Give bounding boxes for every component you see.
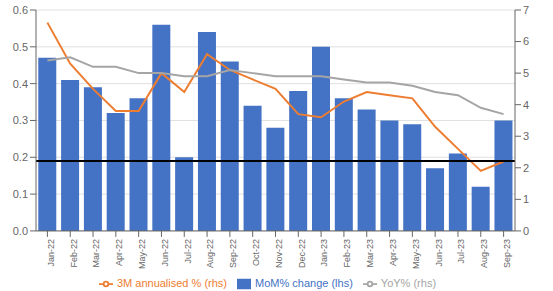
svg-text:Sep-22: Sep-22	[228, 239, 238, 268]
svg-text:7: 7	[523, 4, 529, 16]
svg-text:5: 5	[523, 67, 529, 79]
svg-text:3: 3	[523, 130, 529, 142]
html-text:MoM% change (lhs): MoM% change (lhs)	[255, 276, 353, 289]
svg-text:May-23: May-23	[411, 239, 421, 269]
svg-text:Jan-23: Jan-23	[320, 239, 330, 267]
svg-text:Jul-23: Jul-23	[456, 239, 466, 264]
svg-text:Nov-22: Nov-22	[274, 239, 284, 268]
svg-text:0.1: 0.1	[13, 188, 28, 200]
html-text:YoY% (rhs): YoY% (rhs)	[380, 276, 437, 289]
svg-text:May-22: May-22	[137, 239, 147, 269]
svg-text:Apr-22: Apr-22	[114, 239, 124, 266]
svg-text:Jun-23: Jun-23	[434, 239, 444, 267]
svg-text:Feb-22: Feb-22	[69, 239, 79, 268]
svg-text:Aug-22: Aug-22	[205, 239, 215, 268]
svg-text:Mar-23: Mar-23	[365, 239, 375, 268]
svg-text:Mar-22: Mar-22	[91, 239, 101, 268]
svg-text:Oct-22: Oct-22	[251, 239, 261, 266]
svg-text:6: 6	[523, 35, 529, 47]
html-text:3M annualised % (rhs): 3M annualised % (rhs)	[116, 276, 227, 289]
svg-text:0.4: 0.4	[13, 78, 28, 90]
svg-text:Dec-22: Dec-22	[297, 239, 307, 268]
svg-text:0: 0	[523, 225, 529, 237]
svg-text:Feb-23: Feb-23	[342, 239, 352, 268]
svg-text:0.3: 0.3	[13, 114, 28, 126]
svg-text:0.0: 0.0	[13, 225, 28, 237]
svg-text:Sep-23: Sep-23	[502, 239, 512, 268]
svg-text:Apr-23: Apr-23	[388, 239, 398, 266]
svg-text:0.6: 0.6	[13, 4, 28, 16]
svg-text:4: 4	[523, 99, 529, 111]
svg-text:Jun-22: Jun-22	[160, 239, 170, 267]
svg-text:2: 2	[523, 162, 529, 174]
svg-text:Jan-22: Jan-22	[46, 239, 56, 267]
svg-text:Jul-22: Jul-22	[183, 239, 193, 264]
svg-text:0.2: 0.2	[13, 151, 28, 163]
svg-text:Aug-23: Aug-23	[479, 239, 489, 268]
svg-text:0.5: 0.5	[13, 41, 28, 53]
svg-text:1: 1	[523, 193, 529, 205]
